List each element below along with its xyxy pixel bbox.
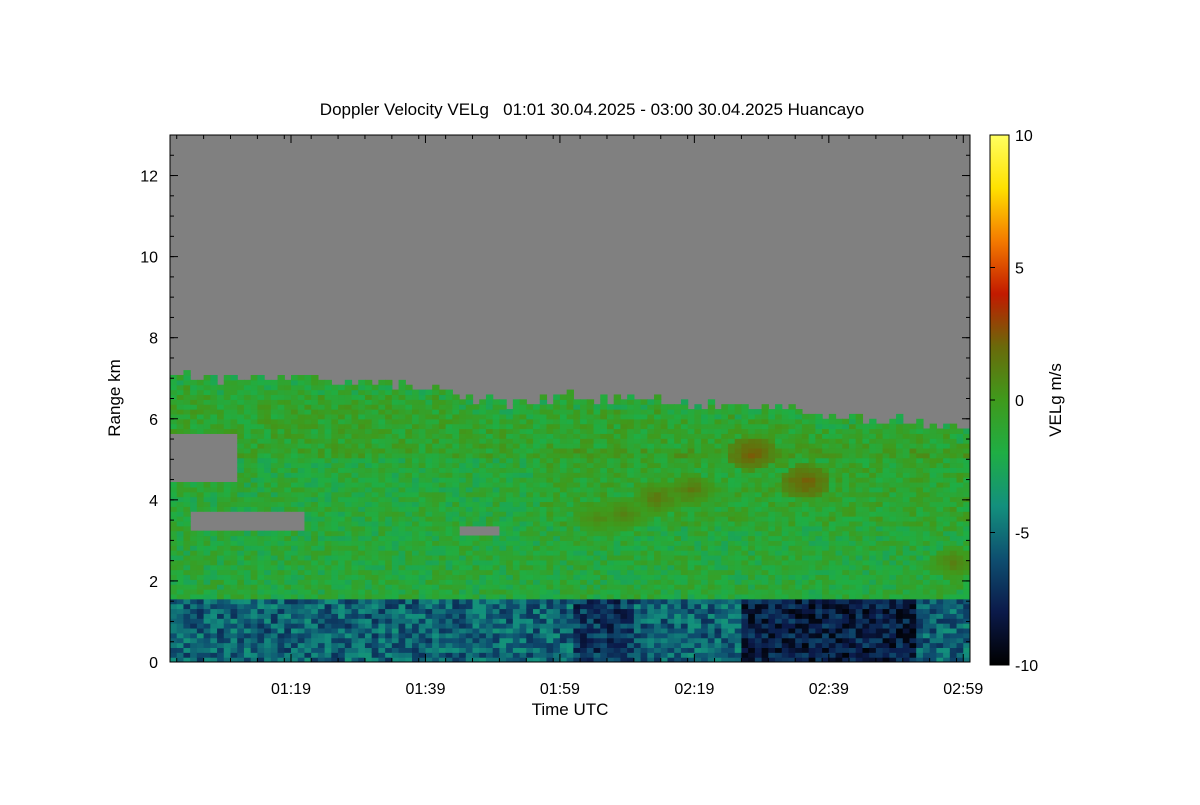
- y-axis-label: Range km: [105, 359, 124, 436]
- colorbar-tick-label: 0: [1015, 393, 1024, 410]
- y-tick-label: 0: [149, 655, 158, 672]
- colorbar-tick-label: 10: [1015, 128, 1033, 145]
- colorbar-tick-label: -5: [1015, 526, 1029, 543]
- colorbar-tick-label: 5: [1015, 261, 1024, 278]
- x-axis-label: Time UTC: [532, 700, 609, 719]
- y-tick-label: 6: [149, 412, 158, 429]
- y-tick-label: 10: [140, 250, 158, 267]
- chart-title: Doppler Velocity VELg 01:01 30.04.2025 -…: [320, 100, 864, 119]
- x-tick-label: 01:39: [405, 681, 445, 698]
- x-tick-label: 02:59: [943, 681, 983, 698]
- plot-area: [170, 135, 971, 663]
- y-tick-label: 4: [149, 493, 158, 510]
- colorbar-label: VELg m/s: [1046, 363, 1065, 437]
- colorbar-tick-label: -10: [1015, 658, 1038, 675]
- x-tick-label: 02:39: [809, 681, 849, 698]
- y-tick-label: 12: [140, 169, 158, 186]
- y-tick-label: 2: [149, 574, 158, 591]
- x-tick-label: 01:59: [540, 681, 580, 698]
- x-tick-label: 02:19: [674, 681, 714, 698]
- y-tick-label: 8: [149, 331, 158, 348]
- x-tick-label: 01:19: [271, 681, 311, 698]
